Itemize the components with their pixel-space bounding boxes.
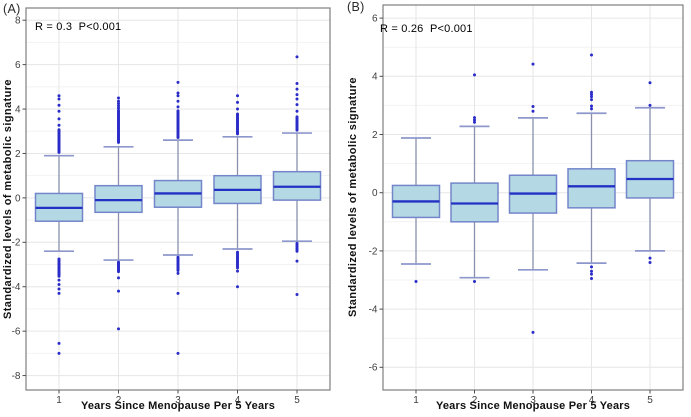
svg-text:2: 2 bbox=[472, 395, 478, 406]
panel-a-stats-annotation: R = 0.3 P<0.001 bbox=[35, 21, 122, 33]
svg-text:5: 5 bbox=[294, 395, 300, 406]
svg-text:0: 0 bbox=[372, 188, 378, 199]
boxplot-panel-b: -6 -4 -2 0 2 4 6 1 2 3 4 5 bbox=[369, 4, 684, 406]
svg-text:3: 3 bbox=[175, 395, 181, 406]
panel-b-y-axis-title: Standardized levels of metabolic signatu… bbox=[347, 77, 359, 318]
svg-text:4: 4 bbox=[15, 104, 21, 115]
svg-text:3: 3 bbox=[530, 395, 536, 406]
svg-text:2: 2 bbox=[15, 149, 21, 160]
svg-text:2: 2 bbox=[372, 130, 378, 141]
panel-a-label: (A) bbox=[3, 2, 21, 16]
svg-text:-4: -4 bbox=[12, 282, 21, 293]
panel-b-x-axis-title: Years Since Menopause Per 5 Years bbox=[435, 400, 631, 412]
svg-text:4: 4 bbox=[235, 395, 241, 406]
panel-a-y-axis-title: Standardized levels of metabolic signatu… bbox=[2, 79, 14, 319]
svg-text:-2: -2 bbox=[369, 246, 378, 257]
svg-text:2: 2 bbox=[116, 395, 122, 406]
svg-text:-4: -4 bbox=[369, 305, 378, 316]
boxplot-panel-a: -8 -6 -4 -2 0 2 4 6 8 1 2 3 4 5 bbox=[12, 7, 331, 406]
svg-text:0: 0 bbox=[15, 193, 21, 204]
svg-text:5: 5 bbox=[647, 395, 653, 406]
svg-text:4: 4 bbox=[372, 72, 378, 83]
svg-text:1: 1 bbox=[56, 395, 62, 406]
svg-text:1: 1 bbox=[413, 395, 419, 406]
panel-b-label: (B) bbox=[347, 0, 365, 14]
svg-text:-6: -6 bbox=[369, 363, 378, 374]
svg-text:6: 6 bbox=[372, 13, 378, 24]
svg-text:4: 4 bbox=[589, 395, 595, 406]
panel-b: -6 -4 -2 0 2 4 6 1 2 3 4 5 (B) R = 0.26 P<0.001 Sta… bbox=[345, 0, 691, 417]
svg-text:8: 8 bbox=[15, 16, 21, 27]
svg-text:6: 6 bbox=[15, 60, 21, 71]
panel-a-x-axis-title: Years Since Menopause Per 5 Years bbox=[80, 400, 276, 412]
svg-text:-2: -2 bbox=[12, 238, 21, 249]
panel-a: -8 -6 -4 -2 0 2 4 6 8 1 2 3 4 5 (A) R = 0.3 P<0.001 S… bbox=[2, 2, 331, 412]
svg-text:-8: -8 bbox=[12, 371, 21, 382]
svg-text:-6: -6 bbox=[12, 327, 21, 338]
panel-b-stats-annotation: R = 0.26 P<0.001 bbox=[380, 23, 473, 35]
